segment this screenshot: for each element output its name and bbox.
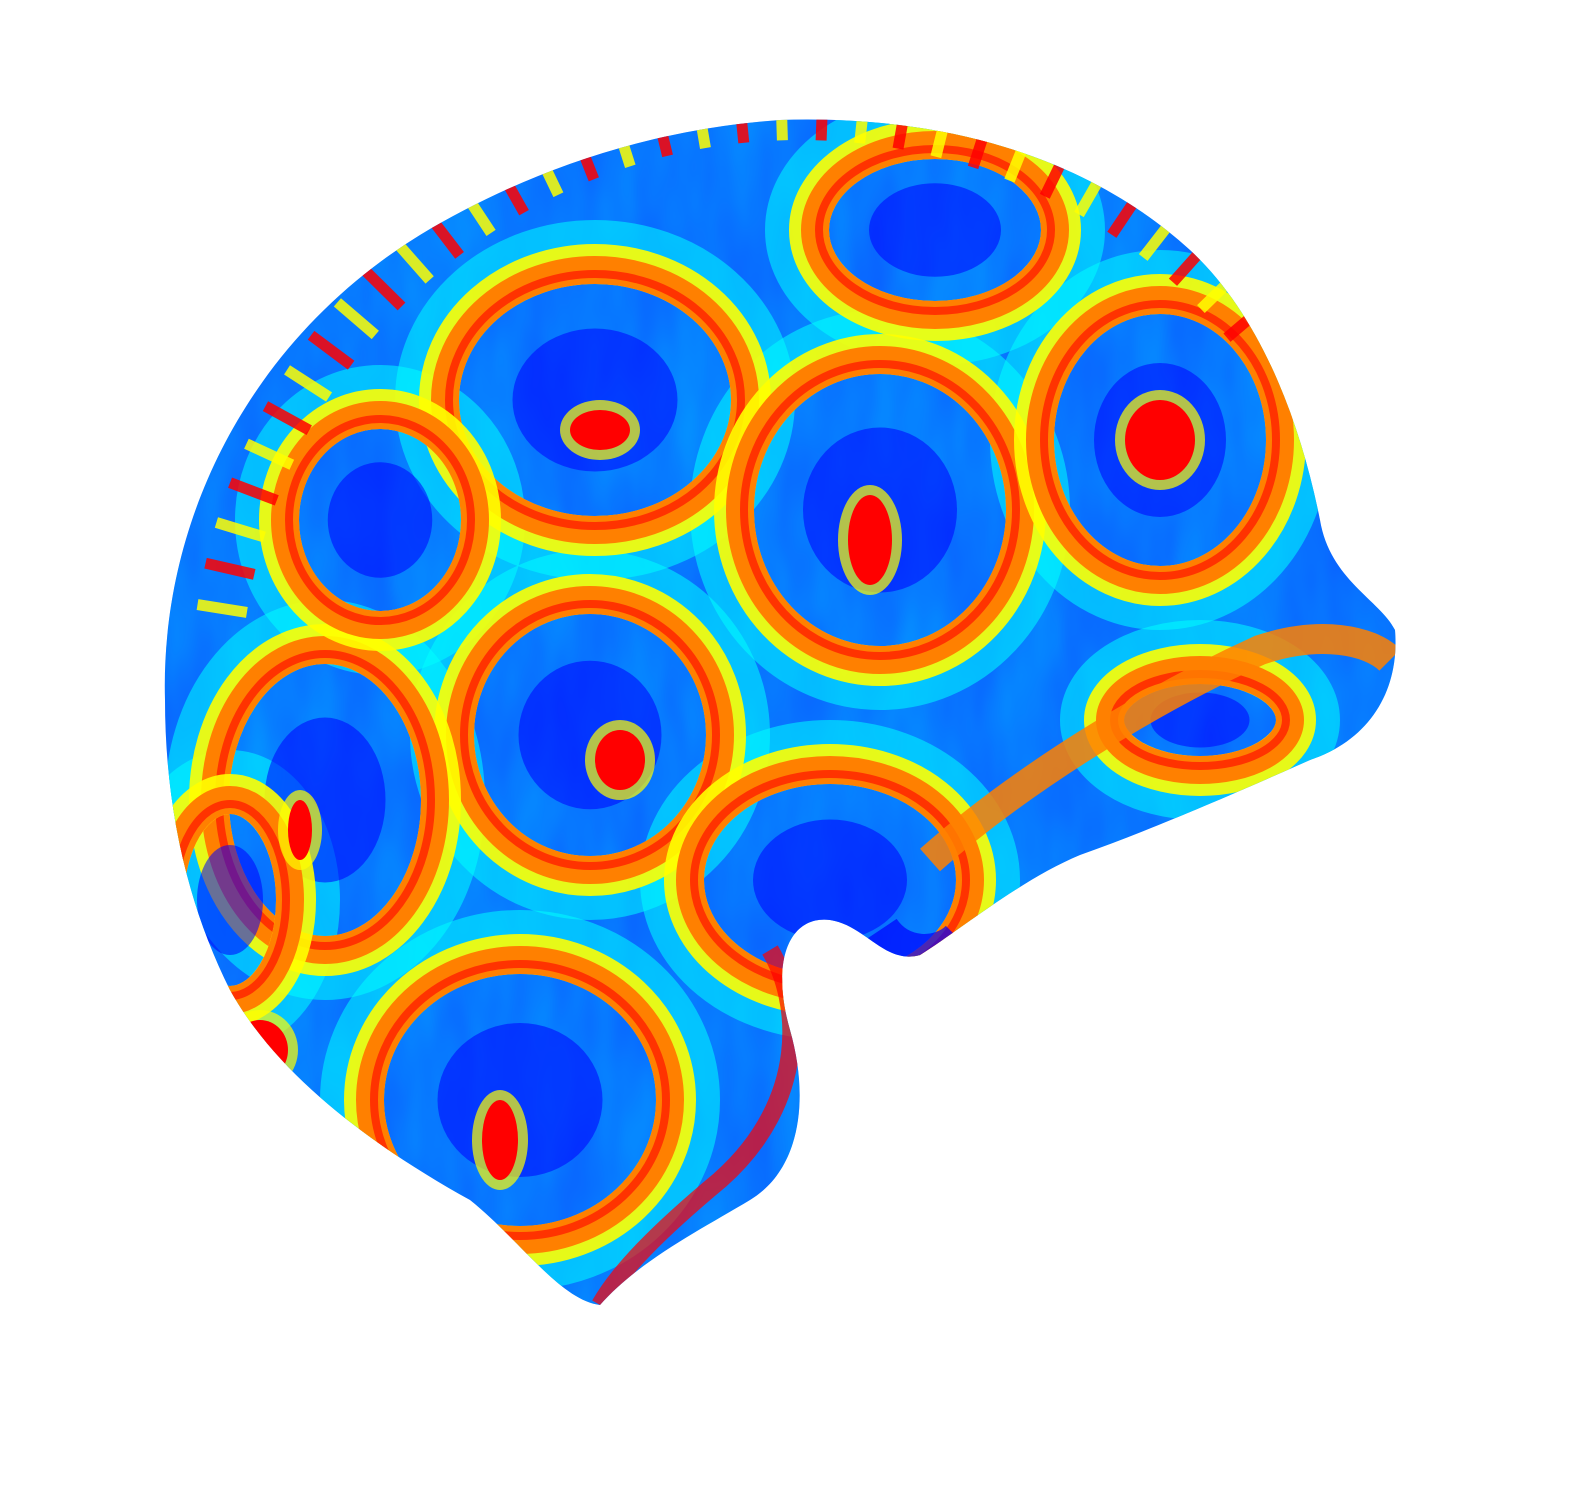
edge-stripe-5 bbox=[262, 401, 312, 436]
edge-stripe-21 bbox=[815, 119, 829, 141]
edge-stripe-3 bbox=[228, 477, 279, 506]
edge-stripe-9 bbox=[362, 267, 406, 311]
edge-stripe-19 bbox=[733, 119, 750, 144]
ring-core-6 bbox=[753, 819, 907, 941]
ring-red-5 bbox=[370, 960, 670, 1240]
edge-stripe-6 bbox=[284, 365, 333, 402]
ring-red-2 bbox=[1040, 300, 1280, 580]
ring-core-10 bbox=[197, 845, 263, 955]
spot-4 bbox=[288, 800, 312, 860]
edge-stripe-10 bbox=[392, 238, 434, 284]
spot-3 bbox=[595, 730, 645, 790]
edge-stripe-0 bbox=[196, 599, 248, 618]
spot-6 bbox=[232, 1020, 288, 1080]
ring-core-7 bbox=[869, 183, 1001, 277]
spot-5 bbox=[482, 1100, 518, 1180]
spot-0 bbox=[848, 495, 892, 585]
edge-stripe-1 bbox=[204, 557, 256, 580]
edge-stripe-7 bbox=[307, 330, 355, 370]
ring-core-8 bbox=[327, 462, 433, 578]
ring-red-8 bbox=[285, 415, 475, 625]
spot-2 bbox=[1125, 400, 1195, 480]
spot-1 bbox=[570, 410, 630, 450]
edge-stripe-22 bbox=[854, 119, 871, 144]
edge-stripe-20 bbox=[775, 119, 788, 141]
ring-red-1 bbox=[740, 360, 1020, 660]
edge-stripe-24 bbox=[930, 119, 954, 159]
ring-pattern bbox=[164, 119, 1316, 1266]
ring-red-3 bbox=[460, 600, 720, 870]
edge-stripe-2 bbox=[214, 517, 266, 543]
fold-ridge bbox=[920, 624, 1396, 872]
edge-stripe-8 bbox=[333, 298, 379, 340]
ring-red-0 bbox=[445, 270, 745, 530]
edge-stripe-4 bbox=[244, 438, 295, 470]
